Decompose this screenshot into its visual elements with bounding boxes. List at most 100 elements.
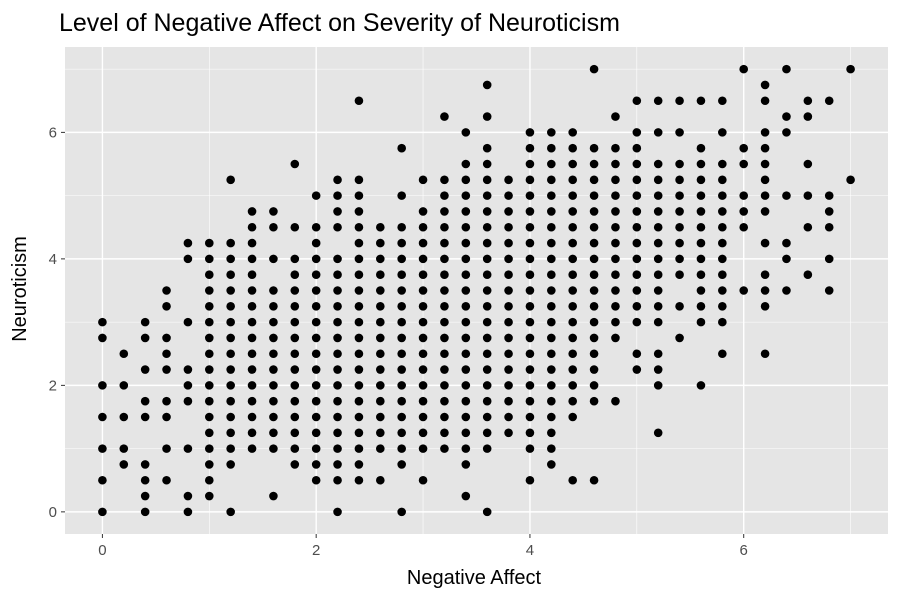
- data-point: [311, 238, 321, 248]
- data-point: [311, 460, 321, 469]
- data-point: [333, 444, 342, 453]
- data-point: [376, 365, 385, 374]
- data-point: [568, 349, 577, 359]
- data-point: [418, 444, 428, 453]
- data-point: [354, 475, 364, 485]
- data-point: [247, 428, 257, 438]
- data-point: [376, 333, 385, 343]
- data-point: [482, 381, 492, 390]
- data-point: [162, 333, 171, 343]
- data-point: [696, 222, 706, 232]
- data-point: [824, 96, 834, 106]
- x-axis-title: Negative Affect: [407, 567, 542, 589]
- data-point: [397, 365, 406, 374]
- data-point: [568, 317, 577, 327]
- data-point: [247, 444, 257, 453]
- data-point: [525, 159, 535, 169]
- data-point: [696, 96, 706, 106]
- data-point: [418, 222, 428, 232]
- data-point: [589, 270, 599, 279]
- data-point: [547, 381, 556, 390]
- data-point: [718, 349, 727, 359]
- data-point: [611, 112, 620, 121]
- data-point: [675, 302, 684, 311]
- data-point: [269, 396, 278, 406]
- data-point: [269, 365, 278, 374]
- data-point: [461, 191, 471, 200]
- data-point: [418, 302, 428, 311]
- data-point: [226, 507, 235, 517]
- data-point: [504, 349, 513, 359]
- data-point: [333, 428, 342, 438]
- data-point: [376, 302, 385, 311]
- data-point: [354, 96, 364, 106]
- data-point: [247, 333, 257, 343]
- data-point: [226, 238, 235, 248]
- data-point: [482, 365, 492, 374]
- data-point: [675, 159, 684, 169]
- data-point: [632, 286, 642, 295]
- data-point: [311, 444, 321, 453]
- data-point: [247, 286, 257, 295]
- data-point: [290, 428, 300, 438]
- data-point: [568, 159, 577, 169]
- data-point: [718, 222, 727, 232]
- data-point: [611, 143, 620, 153]
- data-point: [119, 381, 129, 390]
- data-point: [675, 254, 684, 264]
- data-point: [140, 491, 150, 501]
- data-point: [568, 207, 577, 216]
- data-point: [760, 191, 770, 200]
- data-point: [333, 333, 342, 343]
- data-point: [140, 396, 150, 406]
- data-point: [547, 222, 556, 232]
- data-point: [632, 270, 642, 279]
- data-point: [440, 333, 449, 343]
- data-point: [226, 270, 235, 279]
- data-point: [525, 412, 535, 422]
- data-point: [589, 365, 599, 374]
- data-point: [568, 270, 577, 279]
- data-point: [247, 302, 257, 311]
- data-point: [525, 396, 535, 406]
- data-point: [461, 159, 471, 169]
- data-point: [760, 238, 770, 248]
- data-point: [397, 302, 406, 311]
- data-point: [803, 96, 813, 106]
- data-point: [824, 191, 834, 200]
- data-point: [547, 207, 556, 216]
- data-point: [247, 222, 257, 232]
- data-point: [482, 507, 492, 517]
- data-point: [525, 333, 535, 343]
- data-point: [98, 444, 107, 453]
- data-point: [525, 254, 535, 264]
- data-point: [418, 396, 428, 406]
- data-point: [482, 302, 492, 311]
- data-point: [824, 207, 834, 216]
- data-point: [204, 365, 214, 374]
- data-point: [183, 317, 193, 327]
- data-point: [504, 412, 513, 422]
- data-point: [397, 317, 406, 327]
- data-point: [119, 444, 129, 453]
- data-point: [140, 333, 150, 343]
- data-point: [568, 475, 577, 485]
- data-point: [269, 207, 278, 216]
- data-point: [760, 143, 770, 153]
- data-point: [183, 238, 193, 248]
- data-point: [376, 254, 385, 264]
- data-point: [269, 444, 278, 453]
- data-point: [739, 207, 749, 216]
- data-point: [504, 254, 513, 264]
- data-point: [482, 349, 492, 359]
- data-point: [568, 396, 577, 406]
- data-point: [461, 254, 471, 264]
- data-point: [376, 444, 385, 453]
- data-point: [397, 396, 406, 406]
- data-point: [333, 507, 342, 517]
- data-point: [824, 254, 834, 264]
- data-point: [461, 302, 471, 311]
- data-point: [611, 333, 620, 343]
- data-point: [354, 270, 364, 279]
- data-point: [589, 143, 599, 153]
